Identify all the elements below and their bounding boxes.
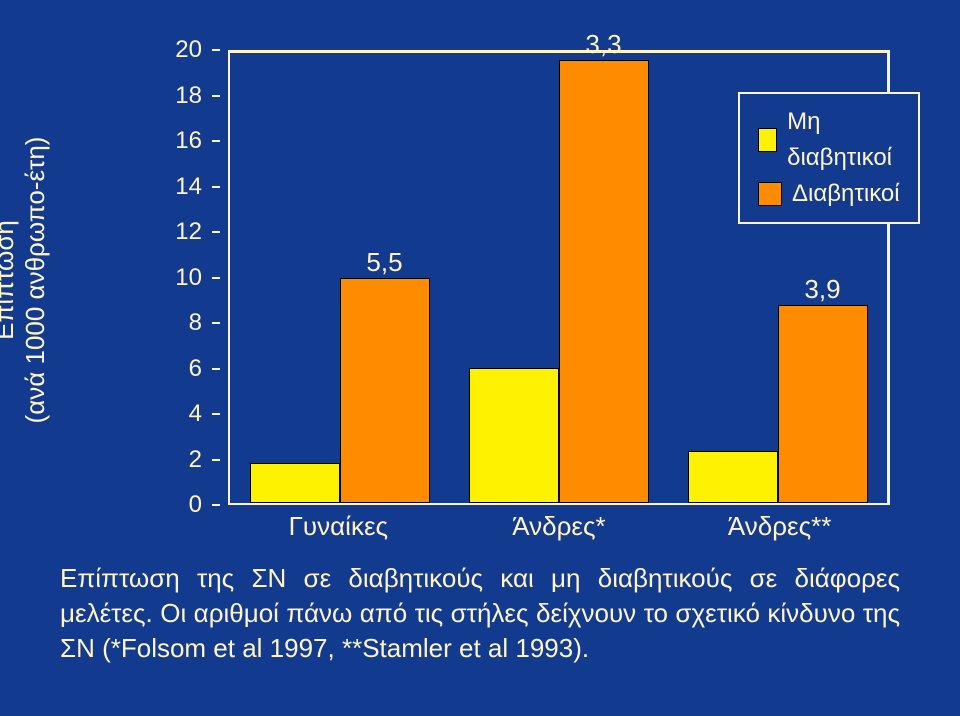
y-tick: 10	[160, 264, 220, 292]
caption-text: Επίπτωση της ΣΝ σε διαβητικούς και μη δι…	[60, 561, 900, 666]
bar-group: 5,5	[250, 53, 430, 503]
bar: 3,3	[559, 60, 649, 503]
legend: Μη διαβητικοίΔιαβητικοί	[738, 92, 920, 224]
y-tick-mark	[212, 459, 220, 461]
legend-item: Διαβητικοί	[758, 176, 900, 212]
bar	[469, 368, 559, 503]
category-labels: Γυναίκες Άνδρες* Άνδρες**	[228, 511, 890, 542]
y-tick-mark	[212, 413, 220, 415]
y-tick-mark	[212, 49, 220, 51]
y-tick-mark	[212, 95, 220, 97]
y-tick-label: 0	[189, 491, 212, 519]
y-tick: 2	[160, 446, 220, 474]
legend-swatch	[758, 128, 777, 152]
y-tick-mark	[212, 140, 220, 142]
y-tick: 18	[160, 82, 220, 110]
y-tick: 20	[160, 36, 220, 64]
y-tick-mark	[212, 186, 220, 188]
y-tick: 14	[160, 173, 220, 201]
y-tick: 0	[160, 491, 220, 519]
y-tick-mark	[212, 231, 220, 233]
y-axis-label: Επίπτωση (ανά 1000 ανθρωπο-έτη)	[0, 137, 51, 424]
slide: Επίπτωση (ανά 1000 ανθρωπο-έτη) 0 2 4 6 8 10 1…	[0, 0, 960, 716]
y-tick: 16	[160, 127, 220, 155]
y-tick-label: 4	[189, 400, 212, 428]
category-label: Γυναίκες	[248, 511, 428, 542]
category-label: Άνδρες*	[469, 511, 649, 542]
category-label: Άνδρες**	[690, 511, 870, 542]
y-tick-label: 6	[189, 355, 212, 383]
y-tick-mark	[212, 322, 220, 324]
y-tick-mark	[212, 504, 220, 506]
legend-label: Μη διαβητικοί	[787, 104, 900, 176]
y-tick-label: 12	[175, 218, 212, 246]
legend-item: Μη διαβητικοί	[758, 104, 900, 176]
y-tick-label: 14	[175, 173, 212, 201]
bar: 3,9	[778, 305, 868, 503]
y-tick-mark	[212, 368, 220, 370]
bar	[250, 463, 340, 504]
ratio-label: 3,9	[804, 274, 840, 305]
bar	[688, 451, 778, 503]
ratio-label: 5,5	[366, 247, 402, 278]
y-tick-label: 10	[175, 264, 212, 292]
y-tick-label: 20	[175, 36, 212, 64]
y-tick: 6	[160, 355, 220, 383]
y-tick: 12	[160, 218, 220, 246]
y-axis: 0 2 4 6 8 10 12 14 16 18 20	[160, 30, 220, 530]
y-tick-label: 16	[175, 127, 212, 155]
ratio-label: 3,3	[585, 29, 621, 60]
legend-swatch	[758, 182, 782, 206]
y-tick-label: 8	[189, 309, 212, 337]
y-tick-label: 18	[175, 82, 212, 110]
y-tick-label: 2	[189, 446, 212, 474]
bar: 5,5	[340, 278, 430, 503]
chart: Επίπτωση (ανά 1000 ανθρωπο-έτη) 02468101…	[60, 30, 900, 530]
bar-group: 3,3	[469, 53, 649, 503]
y-tick-mark	[212, 277, 220, 279]
y-tick: 4	[160, 400, 220, 428]
legend-label: Διαβητικοί	[792, 176, 900, 212]
y-tick: 8	[160, 309, 220, 337]
